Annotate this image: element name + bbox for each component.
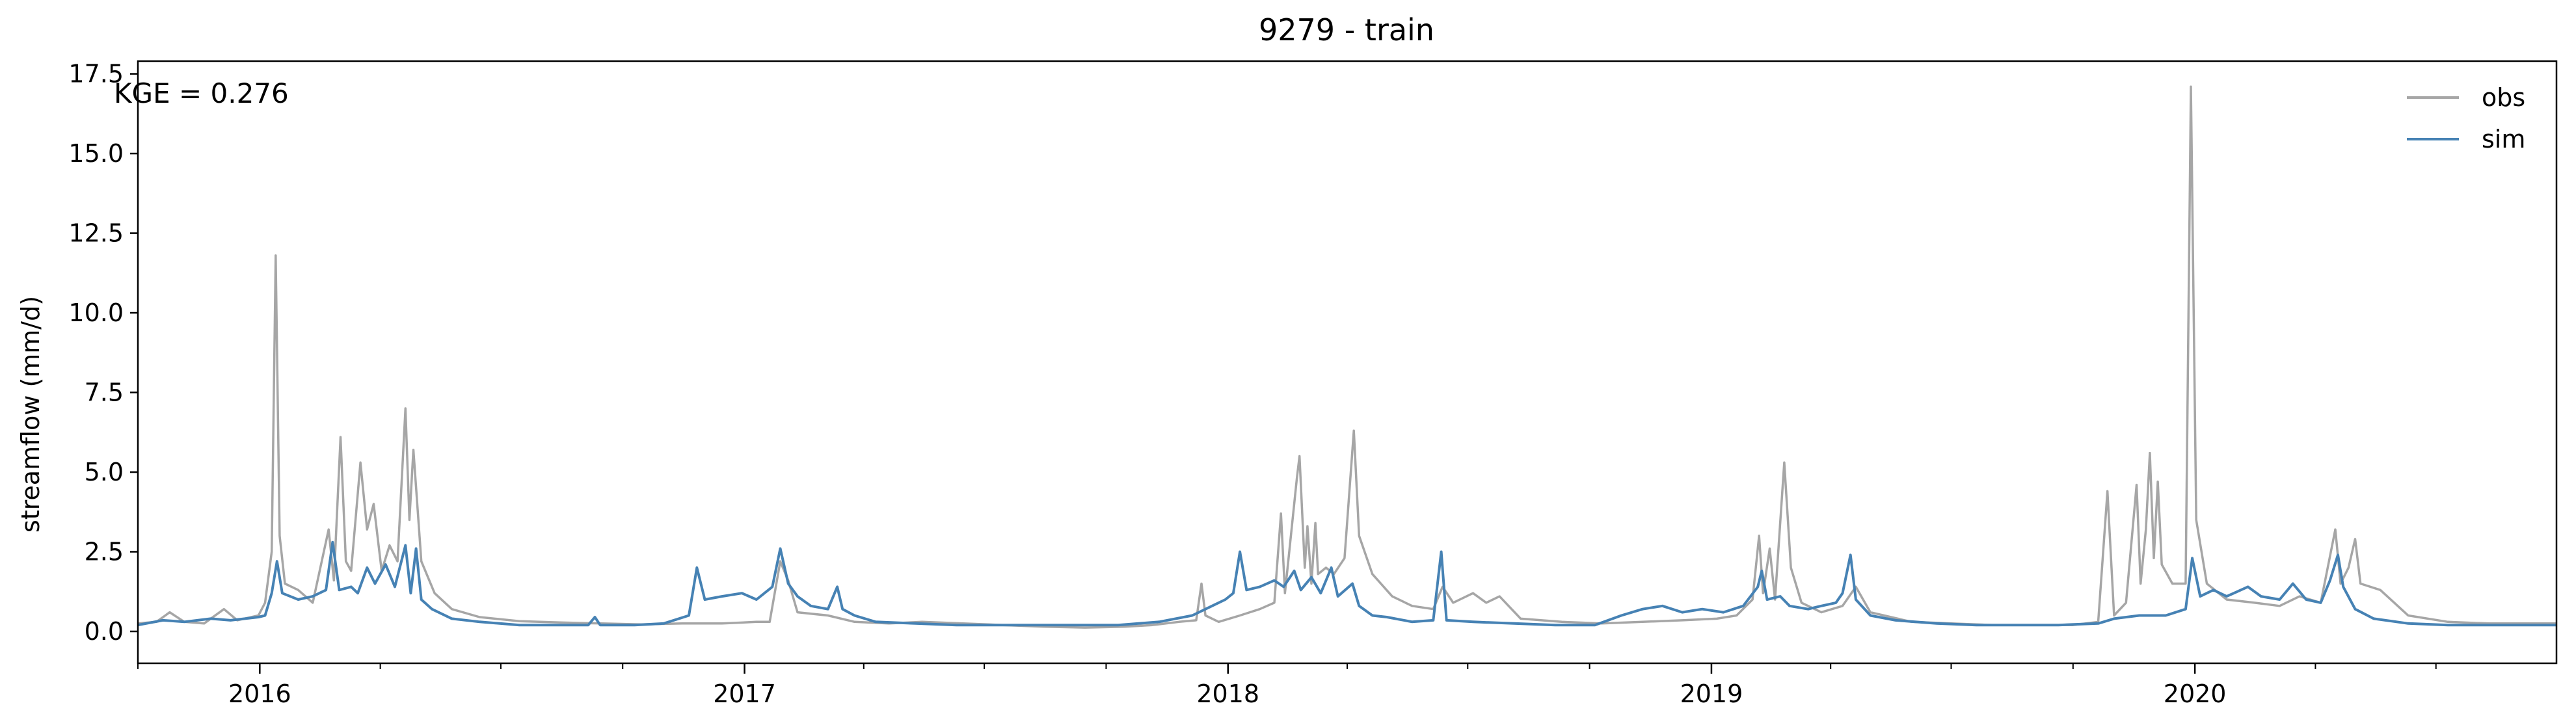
series-layer <box>138 85 2556 629</box>
y-axis-label: streamflow (mm/d) <box>16 296 45 533</box>
axes-layer: 0.0 2.5 5.0 7.5 10.0 12.5 15.0 17.5 2016 2017 2018… <box>68 60 2558 708</box>
y-tick-label: 15.0 <box>68 139 124 168</box>
legend-label-obs: obs <box>2482 83 2525 112</box>
x-tick-label: 2020 <box>2164 680 2227 708</box>
y-tick-label: 5.0 <box>85 458 124 486</box>
legend-label-sim: sim <box>2482 125 2525 153</box>
series-line-obs <box>138 85 2556 629</box>
y-tick-label: 12.5 <box>68 219 124 248</box>
x-tick-label: 2017 <box>713 680 776 708</box>
x-tick-label: 2016 <box>228 680 291 708</box>
y-tick-label: 7.5 <box>85 378 124 407</box>
x-tick-label: 2019 <box>1680 680 1743 708</box>
x-tick-label: 2018 <box>1196 680 1259 708</box>
y-tick-label: 2.5 <box>85 538 124 566</box>
series-line-sim <box>138 540 2556 627</box>
chart-title: 9279 - train <box>1259 12 1434 47</box>
y-tick-label: 10.0 <box>68 298 124 327</box>
y-tick-label: 0.0 <box>85 617 124 646</box>
kge-annotation: KGE = 0.276 <box>114 77 289 109</box>
y-tick-label: 17.5 <box>68 60 124 88</box>
legend: obs sim <box>2407 83 2525 153</box>
